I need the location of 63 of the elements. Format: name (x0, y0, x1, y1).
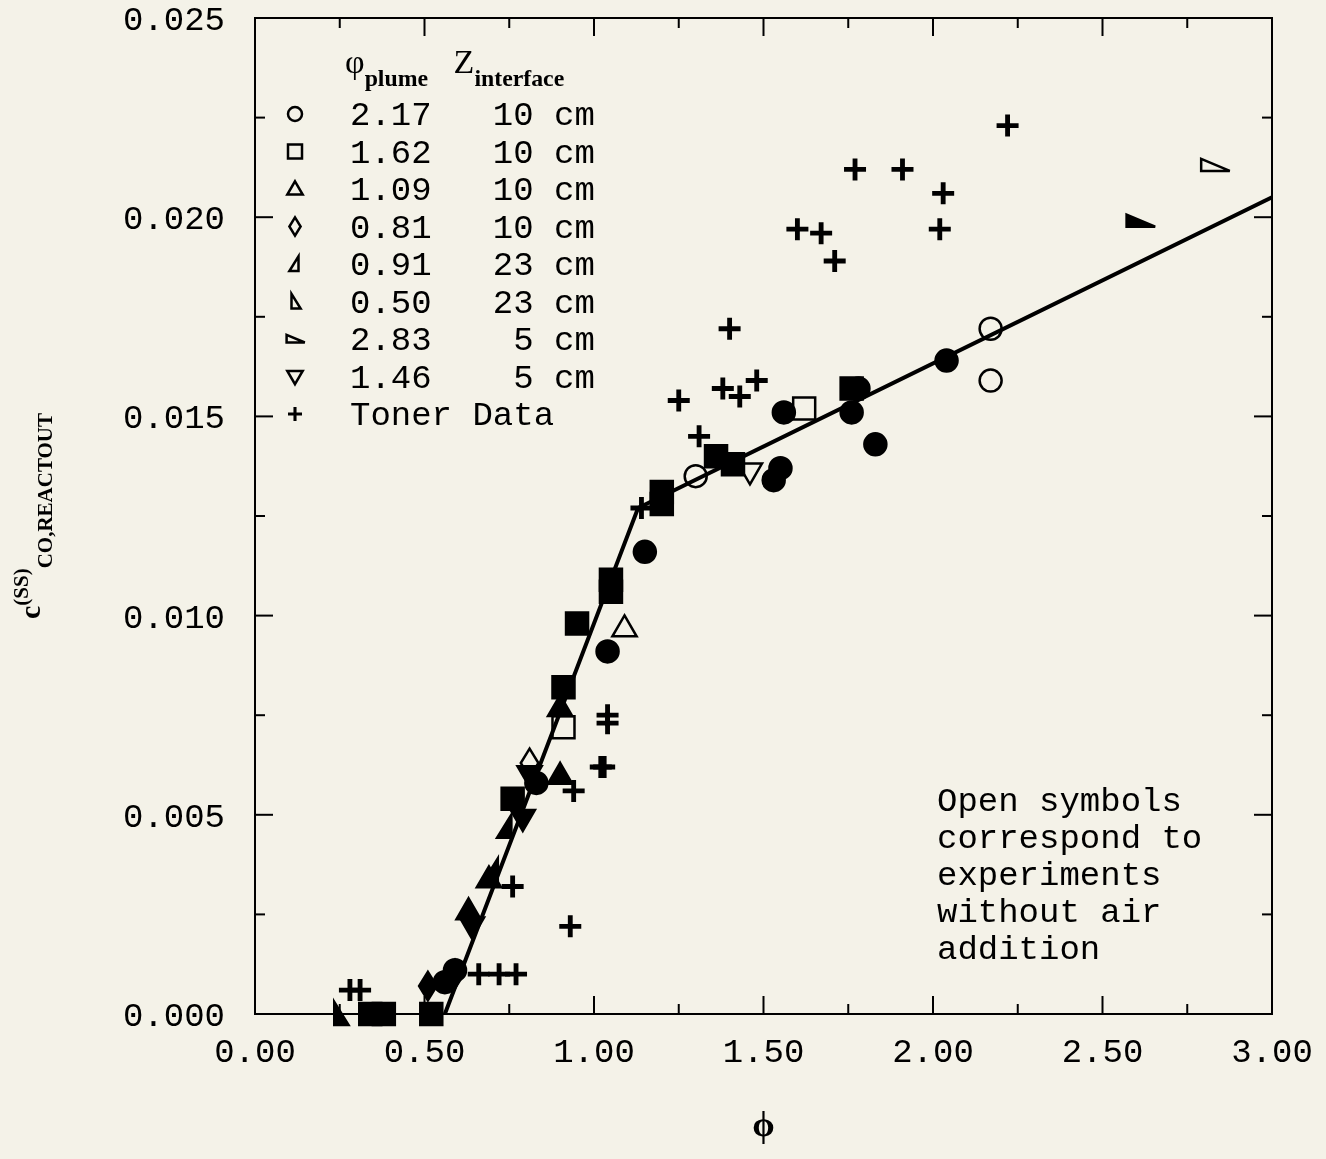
x-tick-label: 0.00 (214, 1034, 296, 1072)
x-tick-label: 1.50 (722, 1034, 805, 1072)
point (771, 400, 797, 425)
legend-label: 2.17 10 cm (350, 97, 595, 135)
point (596, 712, 619, 735)
legend-label: 1.09 10 cm (350, 172, 595, 210)
y-tick-label: 0.000 (122, 998, 225, 1036)
x-tick-label: 2.50 (1061, 1034, 1144, 1072)
legend-label: 0.81 10 cm (350, 209, 595, 248)
point (891, 158, 914, 181)
point (791, 396, 817, 421)
point (718, 317, 741, 340)
point (839, 376, 864, 401)
x-tick-label: 1.00 (553, 1034, 635, 1072)
point (349, 979, 372, 1002)
y-tick-label: 0.020 (122, 201, 225, 240)
point (683, 463, 708, 489)
point (562, 779, 585, 802)
point (595, 639, 620, 664)
point (546, 761, 574, 786)
legend-label: 1.46 5 cm (350, 359, 595, 398)
point (505, 963, 528, 986)
legend-label: 0.50 23 cm (350, 284, 595, 323)
point (501, 875, 524, 898)
point (467, 963, 490, 986)
x-tick-label: 0.50 (383, 1034, 466, 1072)
point (551, 714, 576, 740)
point (632, 539, 658, 565)
point (667, 389, 690, 412)
annotation: Open symbols correspond to experiments without air addition (937, 783, 1203, 969)
point (786, 218, 809, 241)
point (823, 250, 846, 273)
legend-label: 0.91 23 cm (350, 247, 595, 285)
point (928, 218, 951, 241)
point (611, 614, 638, 638)
legend-label: 2.83 5 cm (350, 322, 595, 360)
point (996, 114, 1019, 137)
y-tick-label: 0.005 (122, 798, 225, 837)
point (810, 222, 833, 245)
point (978, 368, 1003, 393)
point (761, 467, 786, 493)
legend-label: 1.62 10 cm (350, 134, 595, 173)
y-tick-label: 0.025 (122, 2, 225, 40)
point (745, 369, 768, 392)
point (688, 425, 711, 448)
point (371, 1001, 397, 1027)
point (559, 915, 582, 938)
point (863, 432, 888, 457)
point (500, 786, 525, 812)
point (564, 611, 590, 636)
y-tick-label: 0.010 (122, 599, 225, 638)
x-tick-label: 3.00 (1231, 1034, 1313, 1072)
point (419, 1001, 444, 1027)
point (728, 385, 751, 408)
point (978, 316, 1003, 341)
x-axis-title: ϕ (752, 1104, 775, 1144)
point (932, 182, 955, 205)
point (844, 158, 867, 181)
point (711, 377, 734, 400)
x-tick-label: 2.00 (892, 1034, 974, 1072)
legend-label: Toner Data (350, 397, 555, 435)
y-tick-label: 0.015 (122, 400, 225, 439)
legend-title: φ$_{plume}$ Z$_{interface}$ (345, 43, 565, 91)
